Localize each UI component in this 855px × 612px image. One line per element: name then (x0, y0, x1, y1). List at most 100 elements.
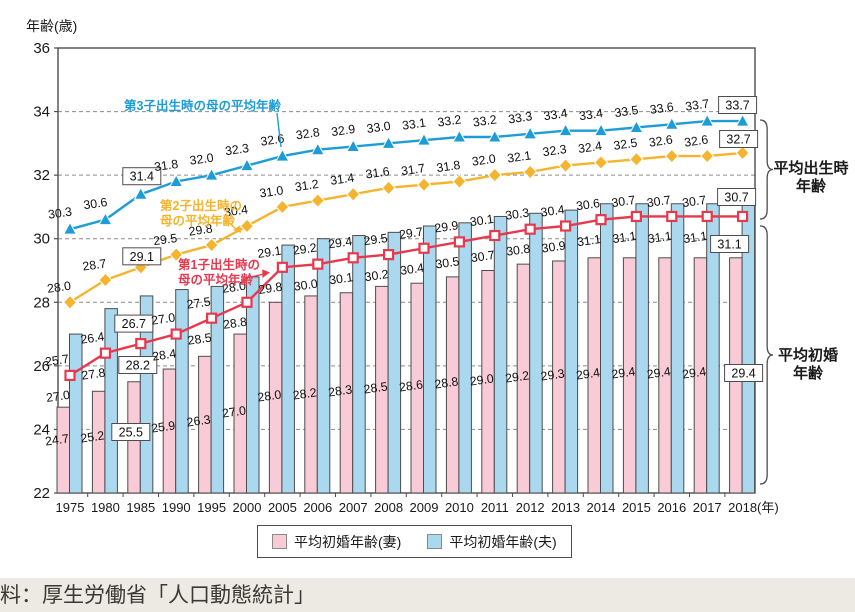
svg-text:31.2: 31.2 (294, 177, 320, 194)
svg-text:2014: 2014 (587, 500, 616, 515)
svg-text:28.5: 28.5 (363, 379, 389, 396)
svg-text:32.4: 32.4 (577, 139, 603, 156)
svg-text:31.6: 31.6 (365, 164, 391, 181)
bar-husband-1990 (175, 289, 189, 494)
svg-text:32.1: 32.1 (506, 148, 532, 165)
bar-wife-1975 (56, 406, 70, 494)
svg-text:26.4: 26.4 (80, 330, 106, 347)
svg-text:25.7: 25.7 (44, 352, 70, 369)
svg-text:29.8: 29.8 (188, 221, 214, 238)
svg-text:31.8: 31.8 (153, 157, 179, 174)
svg-text:28: 28 (33, 294, 50, 311)
svg-text:32.8: 32.8 (295, 125, 321, 142)
svg-text:30.1: 30.1 (328, 270, 354, 287)
svg-text:33.2: 33.2 (472, 112, 498, 129)
annotation-second-child: 第2子出生時の (160, 198, 242, 213)
svg-text:25.9: 25.9 (150, 418, 176, 435)
svg-text:36: 36 (33, 40, 50, 57)
bar-husband-2010 (458, 222, 472, 494)
svg-text:32.3: 32.3 (224, 141, 250, 158)
legend-item-wife: 平均初婚年齢(妻) (272, 532, 401, 552)
svg-text:1975: 1975 (56, 500, 85, 515)
svg-text:29.4: 29.4 (646, 364, 672, 381)
svg-text:31.7: 31.7 (400, 161, 426, 178)
svg-text:32.3: 32.3 (542, 142, 568, 159)
svg-text:2017: 2017 (693, 500, 722, 515)
svg-text:1980: 1980 (91, 500, 120, 515)
source-strip: 資料：厚生労働省「人口動態統計」 (0, 578, 855, 612)
svg-text:31.4: 31.4 (130, 170, 154, 184)
y-axis: 22 24 26 28 30 32 34 36 (33, 40, 58, 502)
bar-husband-2015 (635, 203, 649, 494)
bar-husband-2009 (423, 225, 437, 494)
svg-text:31.1: 31.1 (576, 232, 602, 249)
svg-text:25.5: 25.5 (119, 426, 143, 440)
svg-text:33.5: 33.5 (614, 103, 640, 120)
annotation-third-child: 第3子出生時の母の平均年齢 (124, 98, 281, 113)
svg-text:1985: 1985 (126, 500, 155, 515)
svg-text:31.1: 31.1 (682, 229, 708, 246)
svg-text:27.0: 27.0 (150, 310, 176, 327)
svg-text:22: 22 (33, 485, 50, 502)
svg-text:30.7: 30.7 (724, 191, 748, 205)
svg-text:29.0: 29.0 (469, 371, 495, 388)
annotation-first-child: 母の平均年齢 (178, 272, 254, 287)
svg-text:30.9: 30.9 (541, 238, 567, 255)
bar-series-husband (69, 203, 756, 494)
svg-text:28.7: 28.7 (82, 256, 108, 273)
svg-text:30.4: 30.4 (223, 202, 249, 219)
svg-text:2010: 2010 (445, 500, 474, 515)
bar-husband-1980 (104, 308, 118, 494)
svg-text:30: 30 (33, 231, 50, 248)
svg-text:28.0: 28.0 (221, 279, 247, 296)
svg-text:30.7: 30.7 (470, 248, 496, 265)
husband-bar-swatch (427, 534, 443, 549)
svg-text:33.4: 33.4 (543, 106, 569, 123)
bar-husband-1975 (69, 333, 83, 494)
svg-text:29.4: 29.4 (731, 367, 755, 381)
bar-husband-2008 (387, 231, 402, 494)
svg-text:34: 34 (33, 104, 50, 121)
legend-label-husband: 平均初婚年齢(夫) (449, 533, 557, 550)
wife-bar-swatch (272, 534, 287, 549)
line-series-third-child (62, 113, 750, 235)
svg-text:30.8: 30.8 (505, 242, 531, 259)
line-series-second-child (62, 145, 750, 310)
svg-text:33.2: 33.2 (437, 112, 463, 129)
svg-text:26.3: 26.3 (186, 412, 212, 429)
svg-text:29.1: 29.1 (130, 250, 154, 264)
value-labels: 30.3 28.0 25.7 27.0 24.7 30.6 28.7 26.4 27.8 25.2… (44, 96, 764, 449)
brace-label-birth-age: 年齢 (796, 177, 827, 195)
svg-text:33.7: 33.7 (684, 96, 710, 113)
svg-text:32.6: 32.6 (648, 132, 674, 149)
svg-text:2006: 2006 (303, 500, 332, 515)
svg-text:2005: 2005 (268, 500, 297, 515)
svg-text:32.0: 32.0 (189, 151, 215, 168)
svg-text:32.0: 32.0 (471, 152, 497, 169)
svg-text:29.3: 29.3 (540, 366, 566, 383)
svg-text:2016: 2016 (657, 500, 686, 515)
svg-text:27.0: 27.0 (45, 388, 71, 405)
svg-text:32.6: 32.6 (683, 132, 709, 149)
svg-text:33.1: 33.1 (401, 116, 427, 133)
svg-text:33.6: 33.6 (649, 100, 675, 117)
svg-text:31.8: 31.8 (436, 158, 462, 175)
svg-text:28.4: 28.4 (151, 346, 177, 363)
svg-text:31.0: 31.0 (259, 183, 285, 200)
svg-text:32.5: 32.5 (613, 136, 639, 153)
svg-text:30.3: 30.3 (504, 206, 530, 223)
svg-text:28.2: 28.2 (126, 359, 150, 373)
svg-text:28.0: 28.0 (46, 279, 72, 296)
svg-text:2013: 2013 (551, 500, 580, 515)
svg-text:29.7: 29.7 (398, 225, 424, 242)
svg-text:30.6: 30.6 (83, 195, 109, 212)
svg-text:2012: 2012 (516, 500, 545, 515)
line-series-first-child (64, 210, 749, 381)
bar-series-wife (56, 257, 743, 494)
svg-text:31.1: 31.1 (647, 229, 673, 246)
svg-text:28.3: 28.3 (327, 382, 353, 399)
bar-husband-2000 (246, 276, 260, 494)
svg-text:32.7: 32.7 (726, 133, 750, 147)
